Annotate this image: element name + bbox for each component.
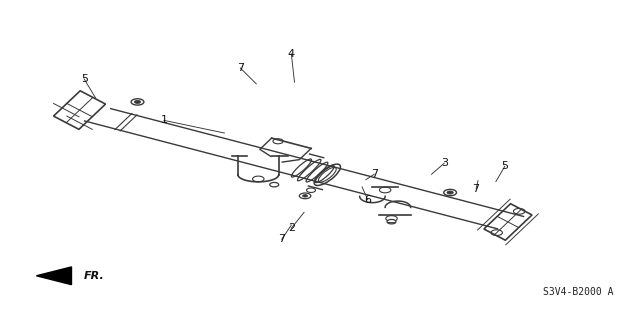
- Text: 5: 5: [81, 74, 88, 84]
- Text: 2: 2: [288, 223, 295, 233]
- Circle shape: [303, 195, 308, 197]
- Circle shape: [387, 220, 396, 224]
- Circle shape: [270, 182, 278, 187]
- Text: 7: 7: [278, 234, 285, 244]
- Circle shape: [134, 100, 141, 103]
- Text: S3V4-B2000 A: S3V4-B2000 A: [543, 287, 613, 297]
- Text: 3: 3: [441, 158, 448, 168]
- Text: 7: 7: [472, 184, 480, 194]
- Text: 5: 5: [501, 161, 508, 171]
- Circle shape: [447, 191, 453, 194]
- Text: FR.: FR.: [84, 271, 105, 281]
- Text: 1: 1: [161, 115, 168, 125]
- Text: 6: 6: [364, 195, 371, 205]
- Text: 7: 7: [237, 63, 244, 73]
- Text: 7: 7: [371, 169, 378, 179]
- Polygon shape: [36, 267, 72, 285]
- Text: 4: 4: [288, 49, 295, 59]
